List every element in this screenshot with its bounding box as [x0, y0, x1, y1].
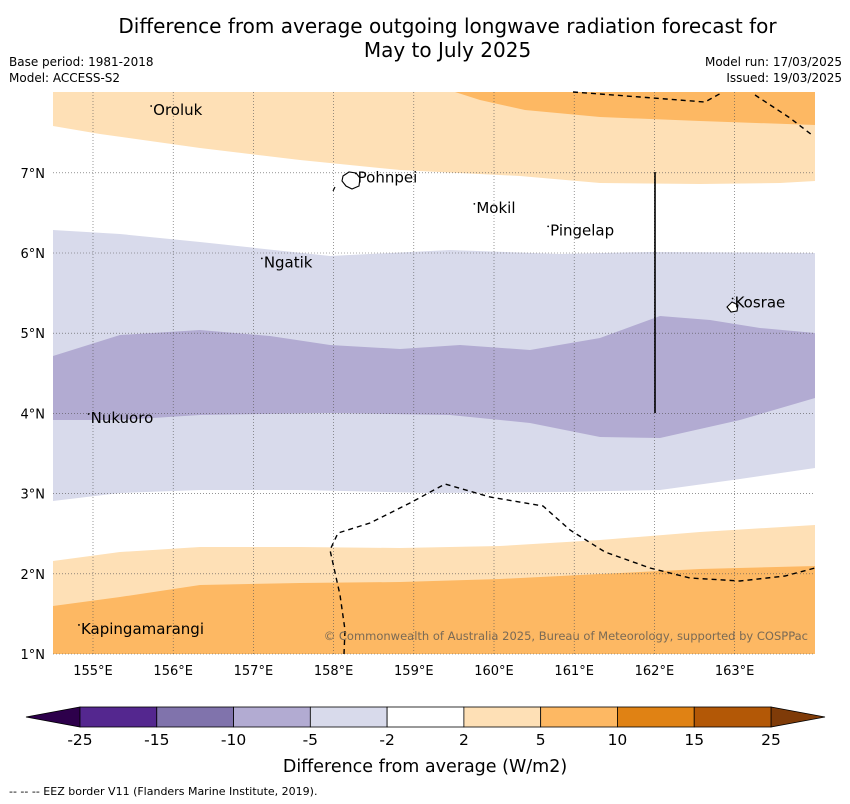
gridlines [53, 92, 815, 655]
colorbar-tick-label: 10 [608, 731, 628, 749]
place-marker [87, 413, 90, 415]
colorbar-tick-label: -5 [303, 731, 318, 749]
place-marker [547, 225, 550, 228]
lon-tick-label: 160°E [474, 664, 514, 679]
place-kosrae: Kosrae [731, 294, 786, 312]
colorbar: -25 -15 -10 -5 -2 2 5 10 15 25 [25, 706, 826, 749]
colorbar-swatch [617, 706, 695, 728]
colorbar-swatch [309, 706, 388, 728]
place-marker [150, 105, 153, 107]
place-label: Kapingamarangi [81, 620, 204, 638]
model-run: Model run: 17/03/2025 [704, 55, 842, 69]
lon-tick-label: 158°E [314, 664, 354, 679]
metadata-right: Model run: 17/03/2025 Issued: 19/03/2025 [705, 54, 842, 86]
map-panel: Oroluk Pohnpei Mokil Pingelap Ngatik Kosrae Nu… [21, 91, 816, 679]
lon-tick-label: 157°E [234, 664, 274, 679]
colorbar-swatch [386, 706, 465, 728]
lon-tick-label: 163°E [715, 664, 755, 679]
eez-border-south [329, 483, 816, 655]
copyright-notice: © Commonwealth of Australia 2025, Bureau… [324, 629, 808, 643]
place-marker [78, 624, 80, 626]
place-nukuoro: Nukuoro [87, 409, 154, 427]
colorbar-swatch [156, 706, 234, 728]
lon-tick-label: 162°E [635, 664, 675, 679]
place-pohnpei: Pohnpei [354, 168, 418, 186]
axis-ticks: 155°E 156°E 157°E 158°E 159°E 160°E 161°E 162°E… [21, 167, 755, 679]
colorbar-tick-label: 5 [536, 731, 546, 749]
place-marker [354, 172, 357, 175]
lat-tick-label: 3°N [21, 488, 46, 503]
colorbar-swatch [79, 706, 158, 728]
colorbar-swatch [693, 706, 772, 728]
place-label: Oroluk [153, 101, 202, 119]
eez-footnote: -- -- -- EEZ border V11 (Flanders Marine… [9, 785, 318, 798]
colorbar-over-arrow [770, 706, 826, 728]
lon-tick-label: 161°E [554, 664, 594, 679]
place-label: Nukuoro [91, 409, 154, 427]
place-mokil: Mokil [473, 199, 515, 217]
place-label: Pingelap [550, 221, 614, 239]
colorbar-tick-label: -2 [379, 731, 394, 749]
colorbar-under-arrow [25, 706, 81, 728]
lon-tick-label: 155°E [73, 664, 113, 679]
place-label: Ngatik [264, 253, 313, 271]
lat-tick-label: 2°N [21, 568, 46, 583]
colorbar-tick-label: 25 [761, 731, 781, 749]
band-medium-purple [53, 316, 815, 438]
colorbar-tick-label: -25 [67, 731, 92, 749]
base-period: Base period: 1981-2018 [9, 55, 154, 69]
place-pingelap: Pingelap [547, 221, 614, 239]
place-marker [473, 203, 476, 205]
colorbar-swatch [540, 706, 618, 728]
issued-date: Issued: 19/03/2025 [726, 71, 842, 85]
place-marker [731, 297, 734, 300]
place-kapingamarangi: Kapingamarangi [78, 620, 204, 638]
colorbar-swatch [463, 706, 542, 728]
title-line-2: May to July 2025 [363, 38, 532, 62]
lon-tick-label: 159°E [394, 664, 434, 679]
model-name: Model: ACCESS-S2 [9, 71, 121, 85]
map-title: Difference from average outgoing longwav… [0, 14, 850, 62]
lat-tick-label: 5°N [21, 327, 46, 342]
lat-tick-label: 1°N [21, 648, 46, 663]
lat-tick-label: 7°N [21, 167, 46, 182]
ant-atoll-mark [332, 186, 336, 192]
metadata-left: Base period: 1981-2018 Model: ACCESS-S2 [9, 54, 154, 86]
colorbar-swatch [233, 706, 311, 728]
colorbar-label: Difference from average (W/m2) [283, 757, 567, 777]
place-label: Pohnpei [358, 168, 418, 186]
place-ngatik: Ngatik [260, 253, 313, 271]
band-orange-northeast [455, 92, 815, 125]
colorbar-tick-label: 15 [684, 731, 704, 749]
place-label: Mokil [476, 199, 515, 217]
pohnpei-island-outline [341, 171, 361, 190]
lat-tick-label: 4°N [21, 407, 46, 422]
place-oroluk: Oroluk [150, 101, 203, 119]
title-line-1: Difference from average outgoing longwav… [118, 14, 777, 38]
band-orange-south [53, 566, 815, 654]
kosrae-island-outline [726, 301, 739, 313]
eez-border-northeast [572, 91, 813, 136]
colorbar-tick-label: -15 [144, 731, 169, 749]
place-label: Kosrae [735, 294, 786, 312]
colorbar-tick-label: -10 [221, 731, 246, 749]
colorbar-tick-label: 2 [459, 731, 469, 749]
place-labels: Oroluk Pohnpei Mokil Pingelap Ngatik Kosrae Nu… [78, 101, 785, 638]
lat-tick-label: 6°N [21, 247, 46, 262]
place-marker [260, 257, 263, 260]
lon-tick-label: 156°E [153, 664, 193, 679]
